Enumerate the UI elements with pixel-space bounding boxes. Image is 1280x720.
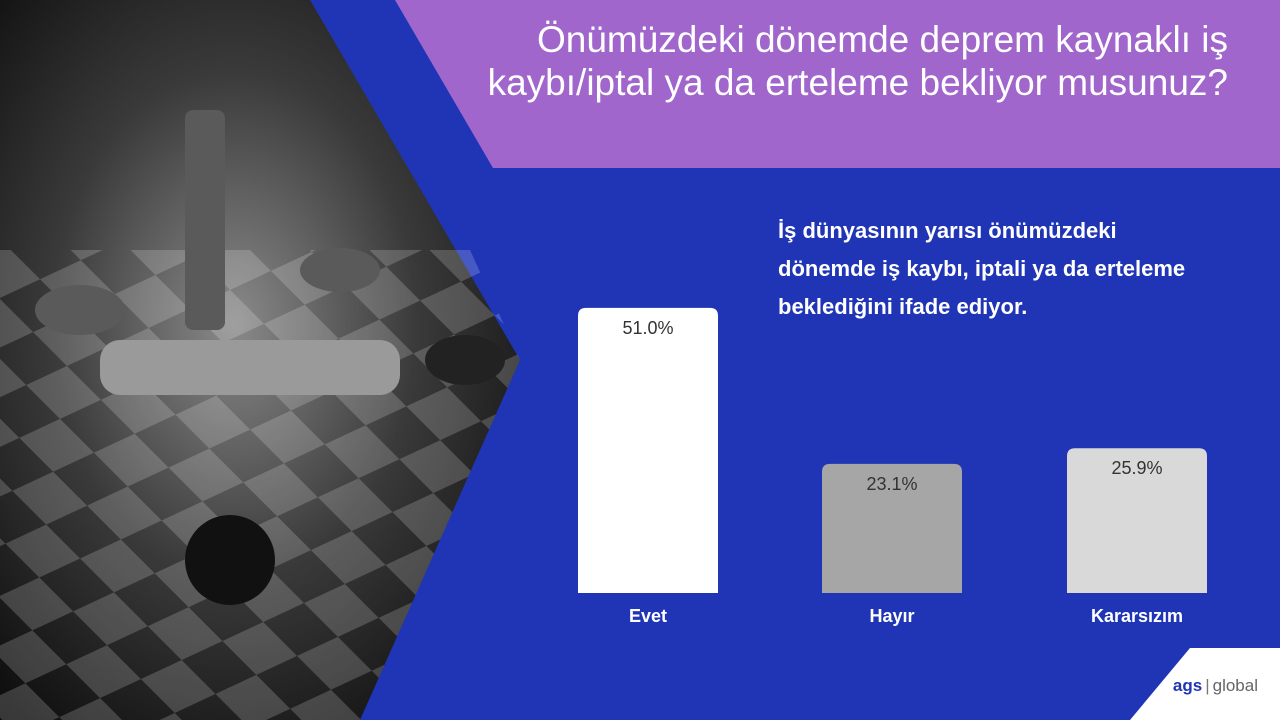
chart-subtitle: İş dünyasının yarısı önümüzdeki dönemde …: [778, 218, 1186, 319]
x-tick-label: Evet: [629, 606, 667, 626]
x-tick-label: Hayır: [869, 606, 914, 626]
bar: [578, 307, 718, 593]
logo-corner: [1130, 648, 1280, 720]
logo-sub: global: [1212, 676, 1258, 695]
value-label: 23.1%: [866, 474, 917, 494]
x-tick-label: Kararsızım: [1091, 606, 1183, 626]
title-banner: [395, 0, 1280, 168]
value-label: 25.9%: [1111, 458, 1162, 478]
value-label: 51.0%: [622, 318, 673, 338]
logo-brand: ags: [1172, 676, 1203, 695]
bar: [822, 463, 962, 593]
logo-separator: |: [1205, 676, 1210, 695]
chess-pieces: [35, 110, 505, 605]
logo: ags | global: [1173, 676, 1258, 696]
chart-title: Önümüzdeki dönemde deprem kaynaklı iş ka…: [487, 19, 1228, 103]
bar: [1067, 448, 1207, 593]
